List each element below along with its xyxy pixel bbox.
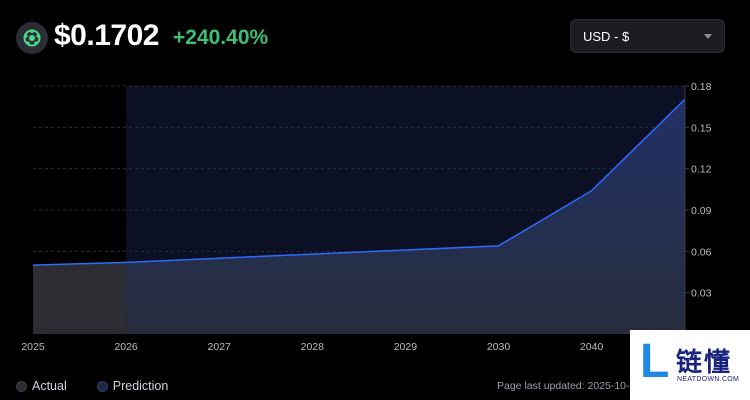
x-tick-label: 2027 [208, 341, 232, 353]
legend-item-prediction[interactable]: Prediction [96, 379, 169, 393]
x-tick-label: 2026 [114, 341, 138, 353]
watermark-letter: L [640, 335, 670, 388]
y-tick-label: 0.18 [691, 81, 712, 93]
price-prediction-chart[interactable]: 0.18 0.15 0.12 0.09 0.06 0.03 2025 2026 2027 2028… [0, 70, 750, 360]
watermark-cn-text: 链懂 [676, 347, 733, 377]
currency-select[interactable]: USD - $ [570, 19, 725, 53]
chart-legend: Actual Prediction [16, 379, 198, 393]
y-tick-label: 0.12 [691, 164, 712, 176]
y-tick-label: 0.06 [691, 246, 712, 258]
x-tick-label: 2028 [301, 341, 325, 353]
coin-logo-icon [16, 22, 48, 54]
prediction-swatch [96, 380, 108, 392]
actual-line [32, 261, 127, 266]
last-updated-text: Page last updated: 2025-10- [497, 380, 630, 392]
x-tick-label: 2025 [21, 341, 45, 353]
y-tick-label: 0.15 [691, 122, 712, 134]
current-price: $0.1702 [54, 19, 159, 52]
actual-swatch [16, 380, 27, 392]
currency-select-label: USD - $ [583, 28, 630, 44]
watermark-logo: L 链懂 NEATDOWN.COM [630, 330, 750, 400]
y-tick-label: 0.03 [691, 288, 712, 300]
header: $0.1702 +240.40% USD - $ [0, 0, 750, 80]
actual-area [33, 262, 127, 334]
coin-logo-glyph [23, 29, 41, 47]
x-tick-label: 2030 [487, 341, 511, 353]
legend-item-actual[interactable]: Actual [16, 379, 67, 393]
prediction-area [126, 99, 685, 334]
watermark-en-text: NEATDOWN.COM [677, 376, 740, 383]
legend-label-prediction: Prediction [112, 379, 169, 393]
price-change-percent: +240.40% [173, 26, 269, 49]
legend-label-actual: Actual [32, 379, 67, 393]
x-tick-label: 2040 [580, 341, 604, 353]
y-tick-label: 0.09 [691, 205, 712, 217]
x-tick-label: 2029 [394, 341, 418, 353]
chevron-down-icon [704, 33, 712, 39]
